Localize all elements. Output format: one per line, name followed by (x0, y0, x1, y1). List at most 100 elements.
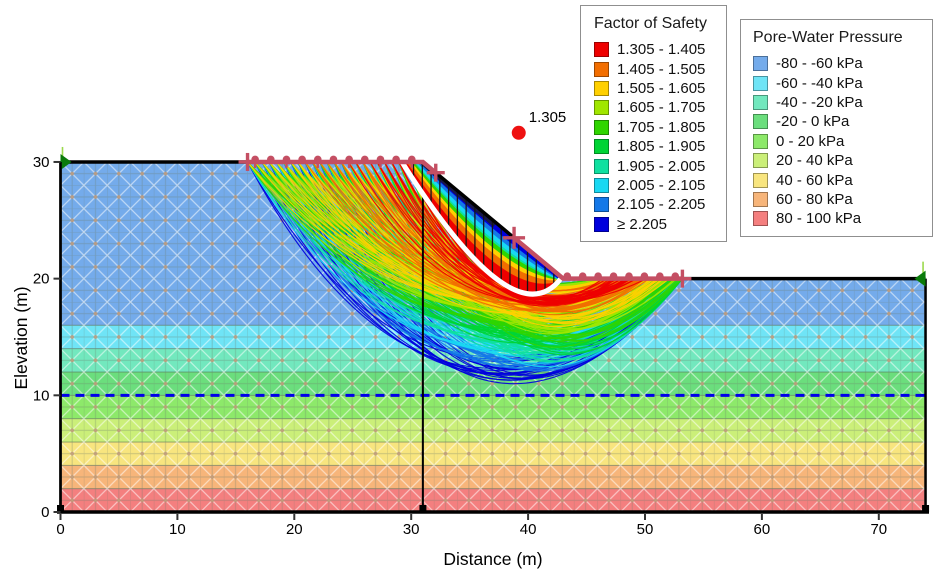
pwp-legend-item: 60 - 80 kPa (753, 190, 932, 209)
x-tick-label: 50 (637, 521, 654, 538)
fos-legend-item: 1.505 - 1.605 (594, 79, 726, 98)
pwp-legend-item: 0 - 20 kPa (753, 132, 932, 151)
fos-center-marker (511, 125, 526, 140)
slip-surface-arc (376, 162, 647, 302)
exit-point-dot (656, 272, 664, 280)
legend-label: 1.605 - 1.705 (617, 99, 706, 117)
legend-label: 60 - 80 kPa (776, 190, 853, 208)
legend-label: 1.405 - 1.505 (617, 60, 706, 78)
factor-of-safety-legend: Factor of Safety 1.305 - 1.405 1.405 - 1.… (580, 5, 727, 242)
fos-center-label: 1.305 (529, 109, 567, 126)
legend-label: 80 - 100 kPa (776, 210, 862, 228)
exit-point-dot (625, 272, 633, 280)
legend-label: ≥ 2.205 (617, 215, 667, 233)
legend-label: 1.305 - 1.405 (617, 41, 706, 59)
boundary-marker-right (914, 261, 926, 287)
legend-swatch (753, 211, 768, 227)
region-corner-point (419, 505, 427, 512)
legend-swatch (594, 197, 609, 213)
exit-range-marker (512, 236, 683, 281)
legend-swatch (594, 100, 609, 116)
legend-swatch (594, 139, 609, 155)
legend-swatch (594, 42, 609, 58)
pwp-legend-item: 40 - 60 kPa (753, 170, 932, 189)
pwp-legend-item: 80 - 100 kPa (753, 209, 932, 228)
entry-range-end-cross (426, 163, 445, 182)
x-axis: 0 10 20 30 40 50 60 70 (56, 510, 929, 538)
wedge-contour (410, 162, 561, 281)
legend-swatch (594, 80, 609, 96)
fos-legend-item: 1.405 - 1.505 (594, 59, 726, 78)
x-tick-label: 10 (169, 521, 186, 538)
pwp-legend-item: 20 - 40 kPa (753, 151, 932, 170)
critical-slip-mass (400, 162, 562, 296)
y-tick-label: 10 (33, 387, 50, 404)
legend-swatch (753, 172, 768, 188)
fos-legend-item: 2.105 - 2.205 (594, 195, 726, 214)
legend-swatch (753, 75, 768, 91)
legend-label: -60 - -40 kPa (776, 74, 863, 92)
x-tick-label: 40 (520, 521, 537, 538)
slip-surface-arc (405, 162, 664, 324)
exit-range-start-cross (503, 226, 526, 249)
entry-point-dot (267, 155, 275, 164)
wedge-contour (411, 162, 561, 280)
pwp-legend-item: -20 - 0 kPa (753, 112, 932, 131)
legend-swatch (753, 94, 768, 110)
legend-swatch (753, 191, 768, 207)
fos-legend-item: 1.905 - 2.005 (594, 156, 726, 175)
x-tick-label: 0 (56, 521, 64, 538)
legend-swatch (594, 177, 609, 193)
entry-point-dot (392, 155, 400, 164)
y-tick-label: 20 (33, 271, 50, 288)
critical-slip-surface (399, 159, 564, 297)
boundary-marker-right (60, 146, 72, 170)
exit-point-dot (594, 272, 602, 280)
legend-label: 2.105 - 2.205 (617, 196, 706, 214)
legend-label: 40 - 60 kPa (776, 171, 853, 189)
fos-legend-item: 1.305 - 1.405 (594, 40, 726, 59)
pwp-legend-item: -80 - -60 kPa (753, 54, 932, 73)
y-tick-label: 0 (41, 504, 49, 521)
legend-label: 1.505 - 1.605 (617, 79, 706, 97)
y-axis: 0 10 20 30 (33, 154, 62, 521)
legend-label: 1.905 - 2.005 (617, 157, 706, 175)
entry-point-dot (360, 155, 369, 164)
legend-label: -40 - -20 kPa (776, 93, 863, 111)
pore-water-pressure-legend: Pore-Water Pressure -80 - -60 kPa -60 - -… (740, 19, 933, 237)
pwp-legend-rows: -80 - -60 kPa -60 - -40 kPa -40 - -20 kPa -… (753, 54, 932, 229)
x-tick-label: 70 (870, 521, 887, 538)
exit-point-dot (563, 272, 572, 280)
exit-point-dot (609, 272, 618, 280)
legend-label: -20 - 0 kPa (776, 113, 850, 131)
exit-point-dot (578, 272, 587, 280)
x-tick-label: 20 (286, 521, 303, 538)
x-axis-title: Distance (m) (443, 549, 543, 569)
legend-label: 2.005 - 2.105 (617, 176, 706, 194)
fos-legend-rows: 1.305 - 1.405 1.405 - 1.505 1.505 - 1.605 1… (594, 40, 726, 234)
fos-legend-item: 1.805 - 1.905 (594, 137, 726, 156)
entry-point-dot (329, 155, 338, 164)
legend-swatch (753, 153, 768, 169)
slip-surface-arc (376, 162, 638, 318)
legend-swatch (594, 61, 609, 77)
fos-legend-item: 1.605 - 1.705 (594, 98, 726, 117)
legend-label: 0 - 20 kPa (776, 132, 845, 150)
fos-legend-item: 2.005 - 2.105 (594, 176, 726, 195)
entry-range-marker (247, 155, 438, 175)
slip-surface-arc (405, 162, 608, 300)
legend-label: 1.805 - 1.905 (617, 138, 706, 156)
legend-swatch (594, 158, 609, 174)
pwp-legend-item: -40 - -20 kPa (753, 93, 932, 112)
legend-label: 20 - 40 kPa (776, 152, 853, 170)
exit-range-end-cross (673, 269, 692, 288)
fos-legend-item: ≥ 2.205 (594, 215, 726, 234)
slip-surface-arc (340, 162, 621, 297)
slice-lines (412, 162, 555, 294)
pwp-legend-item: -60 - -40 kPa (753, 73, 932, 92)
legend-swatch (753, 133, 768, 149)
legend-label: 1.705 - 1.805 (617, 118, 706, 136)
legend-label: -80 - -60 kPa (776, 55, 863, 73)
